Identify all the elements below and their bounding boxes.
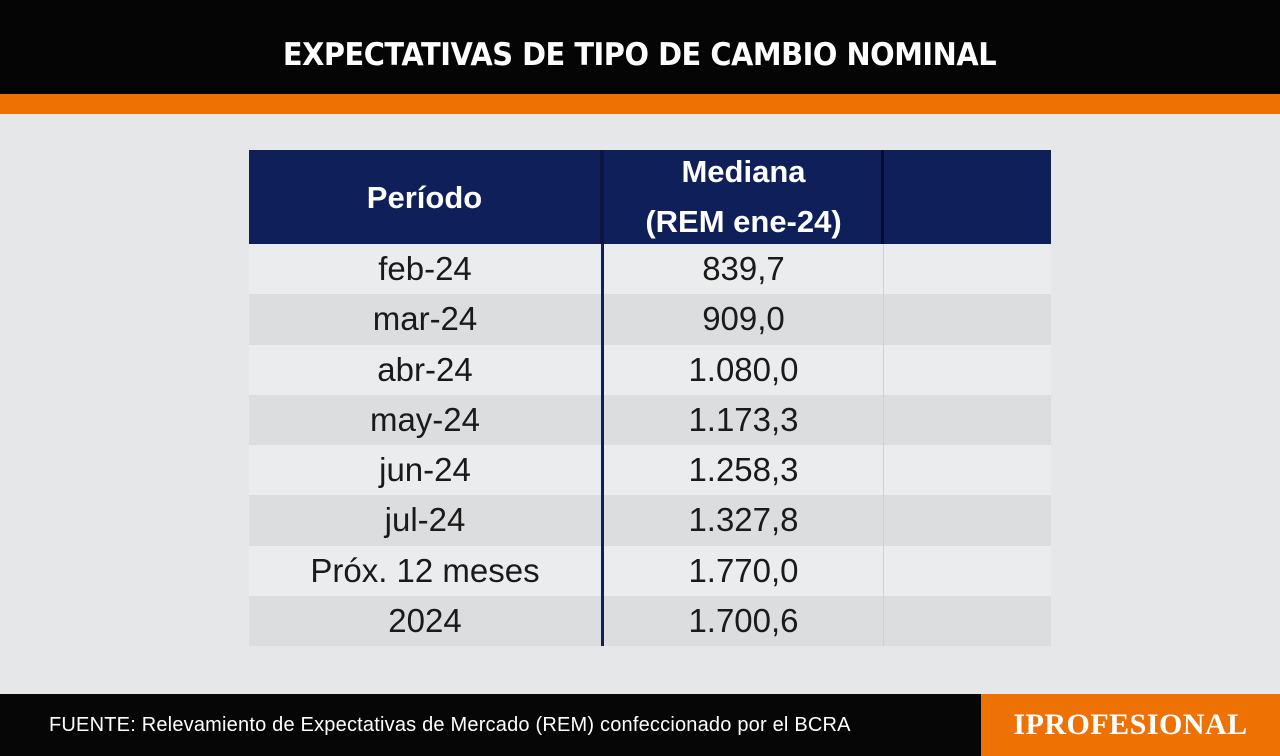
table-header: Período Mediana (REM ene-24) <box>249 150 1051 244</box>
cell-value: 839,7 <box>604 244 884 295</box>
header-spacer <box>884 150 1051 244</box>
header-period: Período <box>249 150 604 244</box>
header-median-line2: (REM ene-24) <box>645 204 842 239</box>
cell-period: mar-24 <box>249 294 604 345</box>
cell-value: 1.700,6 <box>604 595 884 646</box>
cell-value: 909,0 <box>604 294 884 345</box>
cell-value: 1.080,0 <box>604 344 884 395</box>
header-median: Mediana (REM ene-24) <box>604 150 884 244</box>
cell-value: 1.258,3 <box>604 445 884 496</box>
table-row: jul-24 1.327,8 <box>249 495 1051 546</box>
brand-wordmark: IPROFESIONAL <box>1013 708 1248 741</box>
page-title: EXPECTATIVAS DE TIPO DE CAMBIO NOMINAL <box>282 37 996 73</box>
cell-period: jun-24 <box>249 445 604 496</box>
table-row: abr-24 1.080,0 <box>249 344 1051 395</box>
source-note: FUENTE: Relevamiento de Expectativas de … <box>49 714 851 736</box>
cell-period: feb-24 <box>249 244 604 295</box>
brand-logo: IPROFESIONAL <box>981 694 1280 756</box>
table-row: 2024 1.700,6 <box>249 595 1051 646</box>
cell-period: may-24 <box>249 394 604 445</box>
title-banner: EXPECTATIVAS DE TIPO DE CAMBIO NOMINAL <box>0 0 1280 94</box>
exchange-rate-table: Período Mediana (REM ene-24) feb-24 839,… <box>249 150 1051 646</box>
accent-bar <box>0 94 1280 114</box>
header-median-line1: Mediana <box>681 154 806 189</box>
table-row: may-24 1.173,3 <box>249 394 1051 445</box>
cell-value: 1.327,8 <box>604 495 884 546</box>
cell-period: jul-24 <box>249 495 604 546</box>
table-row: Próx. 12 meses 1.770,0 <box>249 545 1051 596</box>
cell-period: Próx. 12 meses <box>249 545 604 596</box>
table-row: feb-24 839,7 <box>249 244 1051 295</box>
cell-period: 2024 <box>249 595 604 646</box>
cell-value: 1.770,0 <box>604 545 884 596</box>
cell-period: abr-24 <box>249 344 604 395</box>
table-row: mar-24 909,0 <box>249 294 1051 345</box>
table-row: jun-24 1.258,3 <box>249 445 1051 496</box>
cell-value: 1.173,3 <box>604 394 884 445</box>
